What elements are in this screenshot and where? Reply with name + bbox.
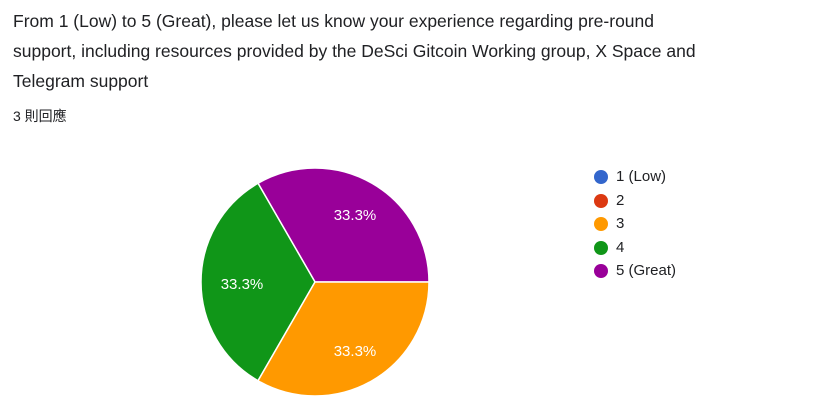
response-count: 3 則回應 [13, 108, 67, 124]
pie-slice-4[interactable] [200, 182, 316, 382]
legend-swatch-icon [594, 264, 608, 278]
legend-swatch-icon [594, 170, 608, 184]
question-title: From 1 (Low) to 5 (Great), please let us… [13, 6, 696, 96]
legend-item-5-great: 5 (Great) [594, 263, 676, 279]
legend-swatch-icon [594, 240, 608, 255]
pie-slice-label: 33.3% [334, 343, 377, 360]
legend-swatch-icon [594, 217, 608, 231]
legend-label: 5 (Great) [616, 262, 677, 279]
legend-label: 2 [616, 191, 625, 209]
legend-item-2: 2 [594, 191, 676, 209]
legend-item-4: 4 [594, 238, 676, 256]
question-title-line: From 1 (Low) to 5 (Great), please let us… [13, 11, 654, 31]
legend-label: 3 [616, 215, 625, 232]
chart-legend: 1 (Low) 2 3 4 5 (Great) [594, 169, 676, 287]
legend-item-1-low: 1 (Low) [594, 169, 676, 185]
legend-label: 1 (Low) [616, 168, 667, 185]
pie-slice-label: 33.3% [221, 276, 264, 293]
legend-swatch-icon [594, 193, 608, 208]
question-title-line: Telegram support [13, 71, 149, 91]
pie-chart: 33.3% 33.3% 33.3% [200, 167, 430, 397]
legend-label: 4 [616, 238, 625, 256]
question-title-line: support, including resources provided by… [13, 41, 696, 61]
legend-item-3: 3 [594, 216, 676, 232]
pie-slice-3[interactable] [257, 281, 430, 397]
pie-slice-label: 33.3% [334, 207, 377, 224]
pie-slice-5-great[interactable] [257, 167, 430, 283]
